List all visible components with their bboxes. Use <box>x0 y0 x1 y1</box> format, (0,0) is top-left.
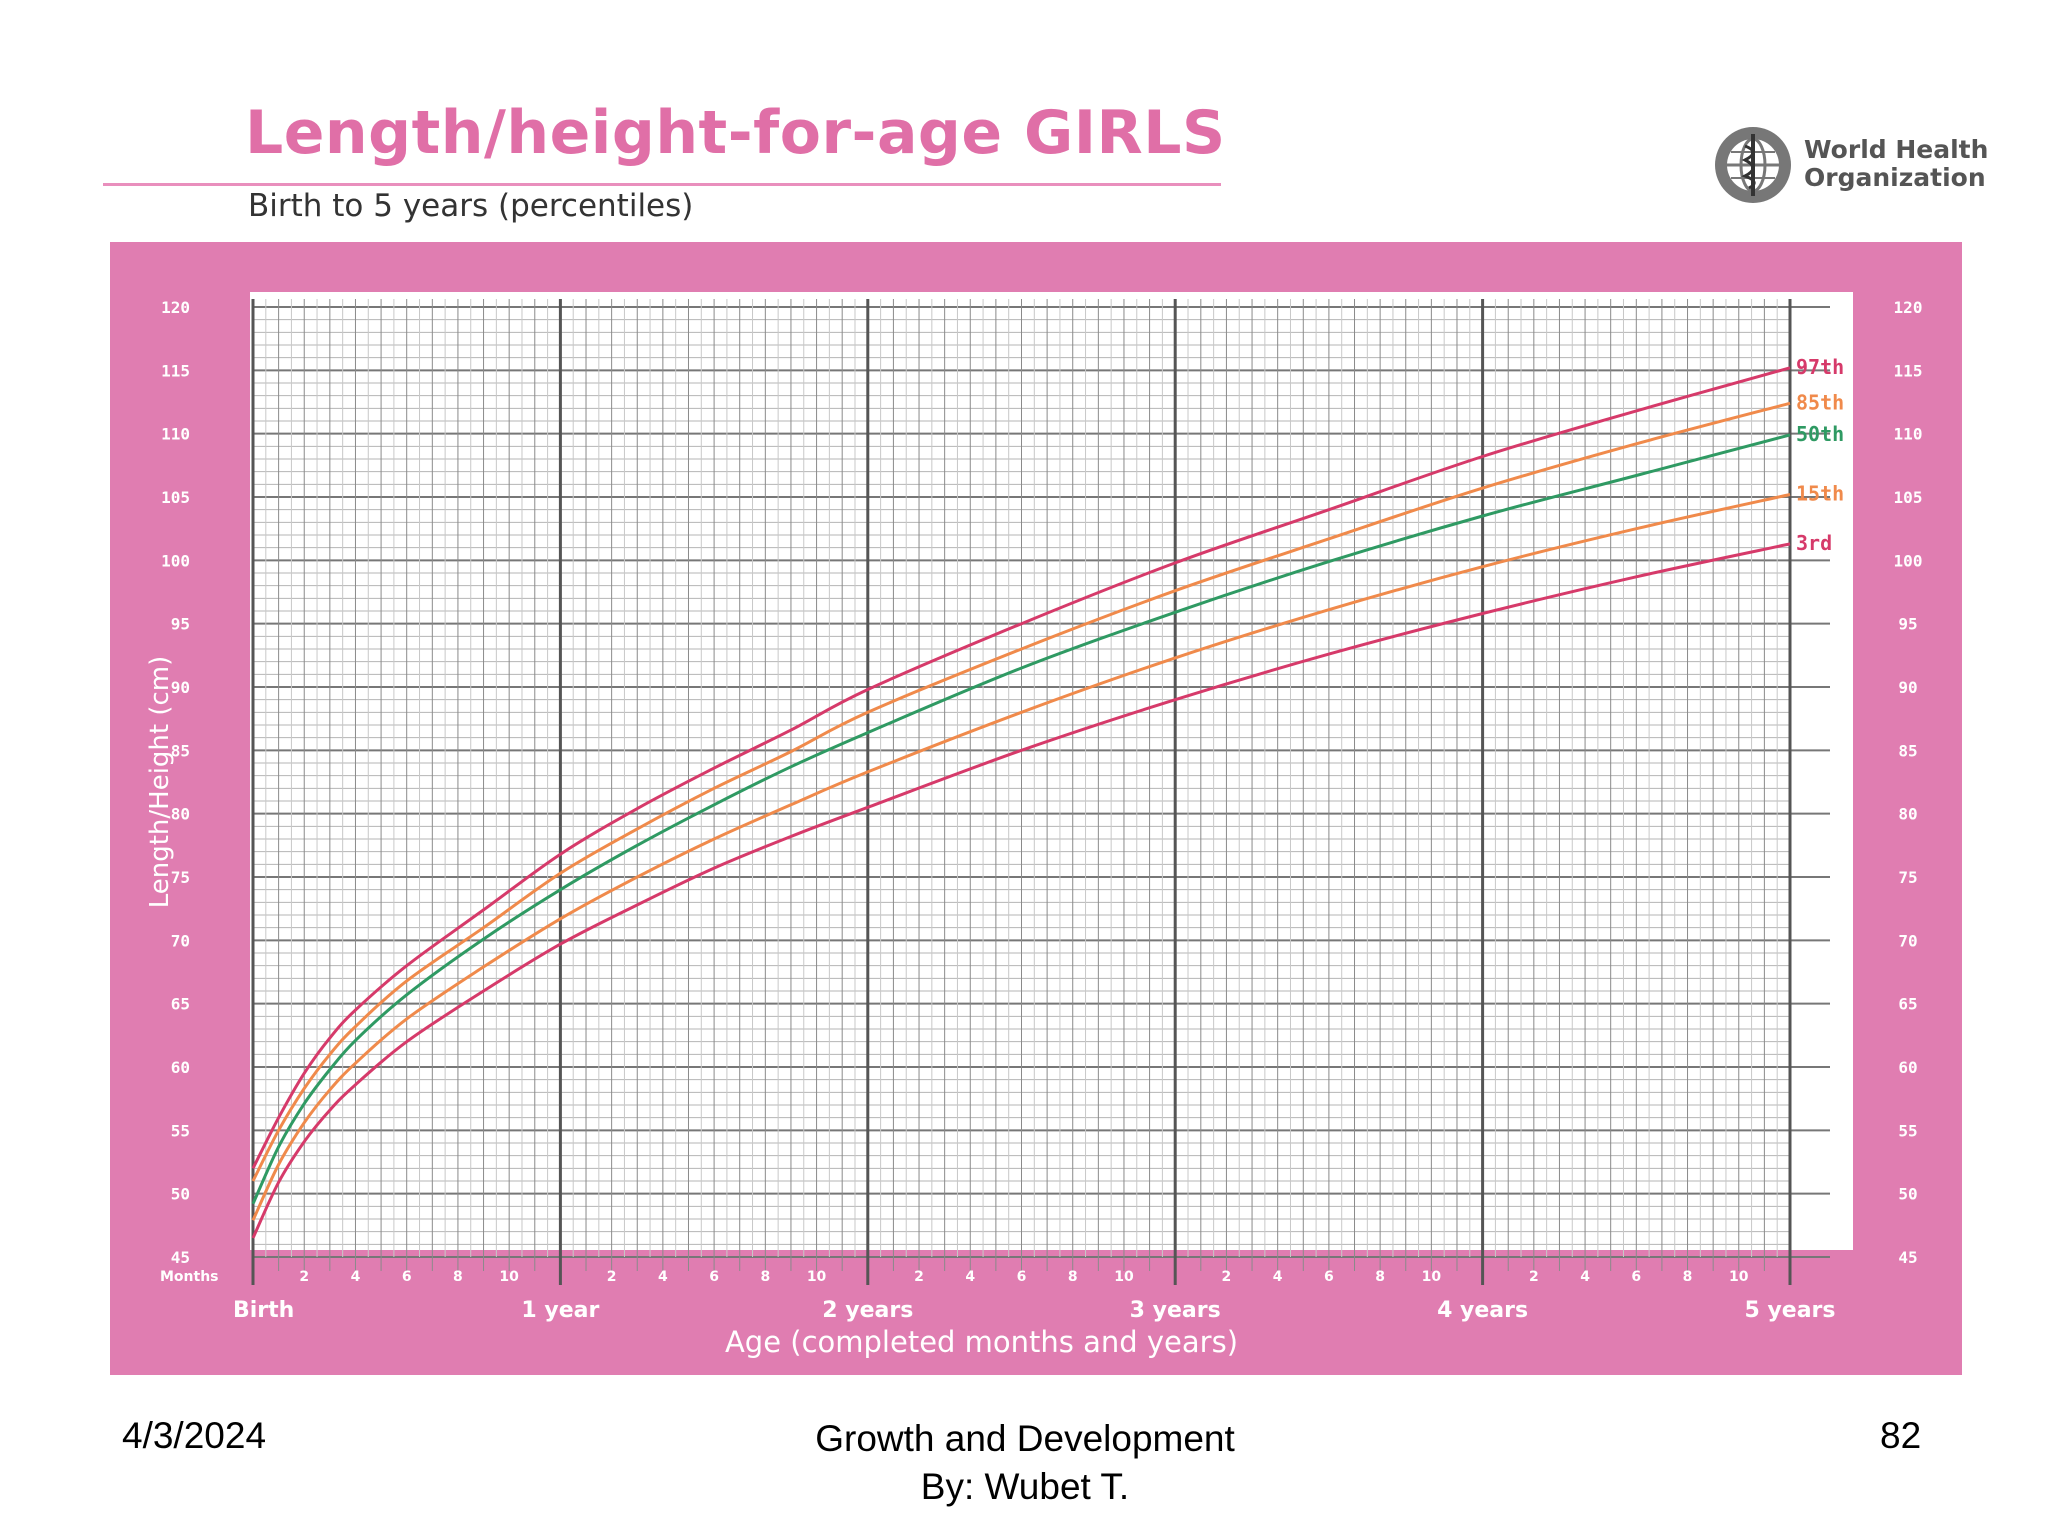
month-tick-label: 10 <box>499 1269 519 1285</box>
chart-title: Length/height-for-age GIRLS <box>245 98 1226 168</box>
month-tick-label: 10 <box>1729 1269 1749 1285</box>
month-tick-label: 6 <box>1631 1269 1641 1285</box>
y-tick-label-left: 110 <box>161 425 190 444</box>
y-tick-label-left: 85 <box>171 741 190 760</box>
chart-panel: 45 45 50 50 55 55 60 60 65 65 70 70 75 75 80 80 85 85 90 90… <box>110 242 1962 1375</box>
y-tick-label-right: 120 <box>1894 298 1923 317</box>
growth-chart: 45 45 50 50 55 55 60 60 65 65 70 70 75 75 80 80 85 85 90 90… <box>145 292 1922 1359</box>
who-name-line2: Organization <box>1804 163 1986 192</box>
month-tick-label: 2 <box>914 1269 924 1285</box>
month-tick-label: 10 <box>807 1269 827 1285</box>
y-axis-label: Length/Height (cm) <box>145 656 175 909</box>
y-tick-label-left: 55 <box>171 1121 190 1140</box>
footer-date: 4/3/2024 <box>122 1415 267 1456</box>
y-tick-label-right: 115 <box>1894 361 1923 380</box>
footer-center-line1: Growth and Development <box>815 1418 1235 1459</box>
y-tick-label-right: 65 <box>1898 995 1917 1014</box>
y-tick-label-right: 95 <box>1898 615 1917 634</box>
title-divider <box>103 183 1221 186</box>
y-tick-label-left: 70 <box>171 931 190 950</box>
month-tick-label: 8 <box>760 1269 770 1285</box>
month-tick-label: 4 <box>658 1269 668 1285</box>
y-tick-label-left: 105 <box>161 488 190 507</box>
y-tick-label-left: 80 <box>171 805 190 824</box>
month-tick-label: 8 <box>1068 1269 1078 1285</box>
year-tick-label: Birth <box>233 1298 294 1323</box>
month-tick-label: 6 <box>709 1269 719 1285</box>
y-tick-label-left: 95 <box>171 615 190 634</box>
footer-center: Growth and Development By: Wubet T. <box>700 1415 1350 1511</box>
year-tick-label: 2 years <box>822 1298 913 1323</box>
month-tick-label: 4 <box>965 1269 975 1285</box>
percentile-curve-3rd <box>251 542 1791 1239</box>
y-tick-label-right: 90 <box>1898 678 1917 697</box>
y-tick-label-right: 70 <box>1898 931 1917 950</box>
percentile-curves <box>251 366 1791 1239</box>
chart-gridlines <box>251 299 1830 1285</box>
months-label: Months <box>160 1269 219 1285</box>
percentile-curve-97th <box>251 366 1791 1169</box>
month-tick-label: 6 <box>1324 1269 1334 1285</box>
y-tick-label-right: 55 <box>1898 1121 1917 1140</box>
month-tick-label: 2 <box>1222 1269 1232 1285</box>
month-tick-label: 2 <box>299 1269 309 1285</box>
month-tick-label: 6 <box>402 1269 412 1285</box>
percentile-label-85th: 85th <box>1796 390 1844 414</box>
month-tick-label: 8 <box>1375 1269 1385 1285</box>
month-tick-label: 4 <box>351 1269 361 1285</box>
y-tick-label-left: 100 <box>161 551 190 570</box>
y-tick-label-left: 60 <box>171 1058 190 1077</box>
year-tick-label: 1 year <box>521 1298 599 1323</box>
y-tick-label-right: 105 <box>1894 488 1923 507</box>
month-tick-label: 2 <box>1529 1269 1539 1285</box>
month-tick-label: 10 <box>1114 1269 1134 1285</box>
y-tick-label-left: 115 <box>161 361 190 380</box>
y-tick-label-left: 90 <box>171 678 190 697</box>
chart-subtitle: Birth to 5 years (percentiles) <box>248 188 694 224</box>
percentile-label-15th: 15th <box>1796 481 1844 505</box>
y-tick-label-right: 85 <box>1898 741 1917 760</box>
y-tick-label-right: 100 <box>1894 551 1923 570</box>
percentile-curve-85th <box>251 401 1791 1182</box>
who-name-line1: World Health <box>1804 135 1989 164</box>
y-tick-label-right: 75 <box>1898 868 1917 887</box>
month-tick-label: 6 <box>1017 1269 1027 1285</box>
y-tick-label-left: 75 <box>171 868 190 887</box>
month-tick-label: 10 <box>1422 1269 1442 1285</box>
month-tick-label: 4 <box>1580 1269 1590 1285</box>
year-tick-label: 5 years <box>1744 1298 1835 1323</box>
month-tick-label: 8 <box>1683 1269 1693 1285</box>
chart-labels: 45 45 50 50 55 55 60 60 65 65 70 70 75 75 80 80 85 85 90 90… <box>145 298 1922 1359</box>
who-logo: World Health Organization <box>1712 124 1988 210</box>
month-tick-label: 2 <box>607 1269 617 1285</box>
percentile-label-3rd: 3rd <box>1796 531 1832 555</box>
y-tick-label-right: 80 <box>1898 805 1917 824</box>
y-tick-label-left: 120 <box>161 298 190 317</box>
y-tick-label-right: 50 <box>1898 1185 1917 1204</box>
y-tick-label-left: 50 <box>171 1185 190 1204</box>
percentile-curve-50th <box>251 433 1791 1205</box>
y-tick-label-right: 60 <box>1898 1058 1917 1077</box>
y-tick-label-left: 45 <box>171 1248 190 1267</box>
chart-grid-background <box>250 292 1853 1250</box>
percentile-curve-15th <box>251 493 1791 1221</box>
y-tick-label-right: 45 <box>1898 1248 1917 1267</box>
percentile-label-97th: 97th <box>1796 355 1844 379</box>
y-tick-label-left: 65 <box>171 995 190 1014</box>
year-tick-label: 4 years <box>1437 1298 1528 1323</box>
year-tick-label: 3 years <box>1130 1298 1221 1323</box>
footer-center-line2: By: Wubet T. <box>920 1466 1130 1507</box>
who-name: World Health Organization <box>1804 136 1988 192</box>
percentile-label-50th: 50th <box>1796 422 1844 446</box>
month-tick-label: 4 <box>1273 1269 1283 1285</box>
who-emblem-icon <box>1715 127 1791 203</box>
month-tick-label: 8 <box>453 1269 463 1285</box>
x-axis-label: Age (completed months and years) <box>725 1325 1238 1359</box>
slide-number: 82 <box>1880 1415 1922 1456</box>
y-tick-label-right: 110 <box>1894 425 1923 444</box>
